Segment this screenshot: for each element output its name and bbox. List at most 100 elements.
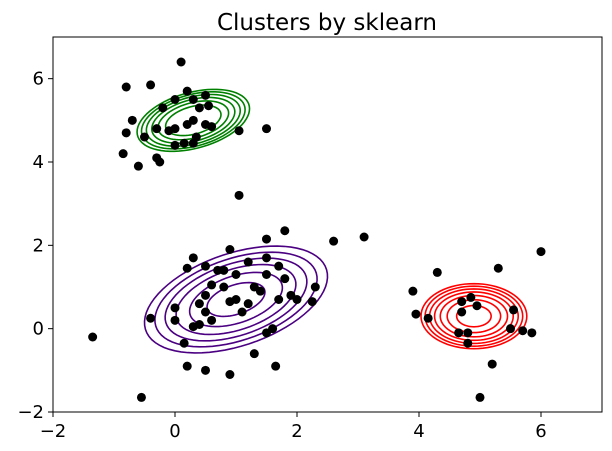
data-point [194,103,204,113]
data-point [307,297,317,307]
data-point [170,140,180,150]
data-point [231,295,241,304]
contour-2-1 [446,298,502,334]
data-point [274,295,284,304]
data-point [188,322,198,332]
data-point [493,263,503,273]
data-point [506,324,515,334]
x-tick-label: 6 [535,421,546,442]
data-point [182,86,192,96]
data-point [271,361,281,371]
plot-frame [52,36,603,413]
contour-2-2 [439,294,509,338]
x-tick-label: 0 [169,421,180,442]
data-point [475,392,485,402]
data-point [201,261,210,271]
data-point [219,265,229,275]
data-point [292,295,302,304]
data-point [280,274,290,284]
data-point [509,305,519,315]
data-point [225,370,235,379]
data-point [359,232,369,242]
data-point [280,226,290,236]
contour-0-1 [157,100,230,141]
data-point [176,57,186,67]
y-tick-label: −2 [17,402,44,423]
data-point [207,122,217,132]
data-point [411,309,421,319]
data-point [179,138,189,148]
data-point [225,245,235,254]
y-tick-label: 4 [33,152,44,173]
data-point [170,315,180,325]
data-point [158,103,168,113]
data-point [194,299,204,309]
contour-1-5 [143,245,329,354]
data-point [188,138,198,148]
y-tick-label: 6 [33,69,44,90]
data-point [140,132,149,142]
data-point [466,292,476,302]
data-point [188,253,198,263]
contour-0-2 [150,96,236,144]
data-point [182,263,192,273]
data-point [457,297,467,307]
data-point [118,149,128,159]
data-point [201,365,210,375]
data-point [182,361,192,371]
data-point [234,190,244,200]
data-point [463,338,473,348]
contour-1-4 [154,251,318,348]
data-point [237,307,247,317]
data-point [527,328,537,338]
data-point [170,303,180,313]
data-point [518,326,528,336]
data-point [146,80,156,90]
data-point [262,253,271,263]
ticks-layer: −2 0 2 4 6 −2 0 2 4 6 [17,69,546,442]
data-point [457,307,467,317]
data-point [201,90,210,100]
data-point [136,392,146,402]
data-point [310,282,320,292]
data-point [432,267,442,277]
contour-1-1 [188,271,284,328]
data-point [146,313,156,323]
data-point [423,313,433,323]
data-point [408,286,418,296]
contour-layer [136,88,528,354]
data-point [207,280,217,290]
data-point [204,101,214,111]
points-layer [88,57,546,402]
data-point [121,128,131,138]
data-point [255,286,265,296]
contour-1-2 [175,263,297,336]
data-point [207,315,217,325]
data-point [201,290,210,300]
data-point [127,115,137,125]
y-tick-label: 2 [33,235,44,256]
data-point [463,328,473,338]
data-point [243,299,253,309]
y-tick-label: 0 [33,319,44,340]
chart-title: Clusters by sklearn [217,10,437,36]
data-point [121,82,131,92]
data-point [179,338,189,348]
data-point [201,307,210,317]
data-point [133,161,143,171]
data-point [155,157,165,167]
data-point [262,270,271,279]
x-tick-label: 2 [291,421,302,442]
data-point [231,270,241,279]
data-point [234,126,244,136]
data-point [188,115,198,125]
data-point [487,359,497,369]
data-point [274,261,284,271]
data-point [170,95,180,104]
contour-2-6 [420,282,528,350]
data-point [88,332,98,342]
data-point [152,124,162,134]
data-point [219,282,229,292]
data-point [164,126,174,136]
data-point [262,124,271,134]
